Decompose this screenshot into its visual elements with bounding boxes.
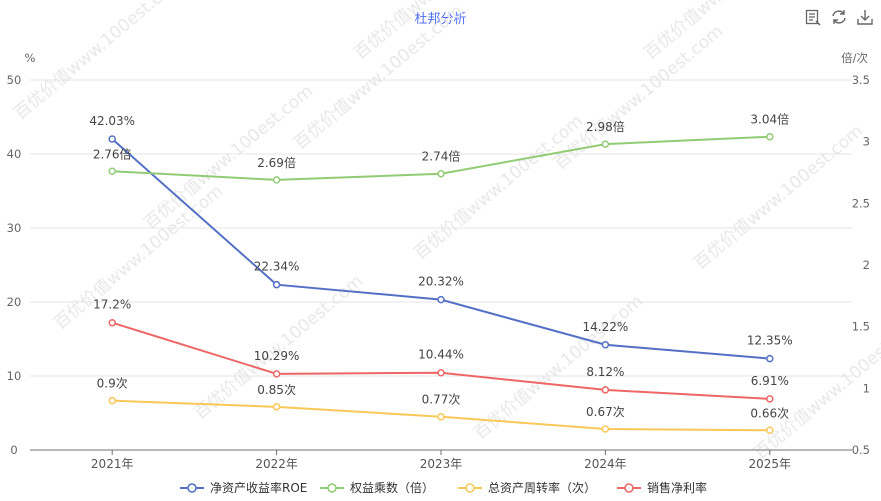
- data-view-icon[interactable]: [804, 8, 822, 26]
- y-left-tick-label: 0: [10, 443, 17, 457]
- data-label: 20.32%: [418, 275, 464, 289]
- x-tick-label: 2024年: [584, 457, 627, 471]
- data-label: 14.22%: [583, 320, 629, 334]
- data-point[interactable]: [108, 135, 116, 143]
- data-label: 6.91%: [751, 374, 789, 388]
- legend: 净资产收益率ROE 权益乘数（倍） 总资产周转率（次） 销售净利率: [180, 480, 707, 495]
- watermark-text: 百优价值www.100est.com: [190, 271, 367, 424]
- data-labels: 42.03% 22.34% 20.32% 14.22% 12.35% 2.76倍 2.69倍…: [89, 112, 792, 421]
- y-left-unit: %: [25, 51, 36, 65]
- y-right-tick-label: 2.5: [852, 196, 870, 210]
- data-point[interactable]: [437, 368, 445, 377]
- data-point[interactable]: [437, 169, 445, 178]
- legend-item[interactable]: 权益乘数（倍）: [320, 480, 434, 495]
- watermark-text: 百优价值www.100est.com: [410, 111, 587, 264]
- download-icon[interactable]: [856, 8, 874, 26]
- data-label: 8.12%: [586, 365, 624, 379]
- watermark-text: 百优价值www.100est.com: [10, 0, 187, 124]
- data-point[interactable]: [766, 426, 774, 435]
- y-left-tick-label: 30: [7, 221, 22, 235]
- y-right-tick-label: 3.5: [852, 73, 870, 87]
- data-label: 17.2%: [93, 298, 131, 312]
- data-point[interactable]: [601, 386, 610, 394]
- data-point[interactable]: [272, 370, 281, 378]
- data-point[interactable]: [766, 354, 774, 363]
- watermark-text: 百优价值www.100est.com: [640, 0, 817, 64]
- data-point[interactable]: [766, 395, 774, 403]
- y-right-tick-label: 1: [863, 381, 870, 395]
- data-label: 2.76倍: [93, 146, 132, 161]
- data-label: 3.04倍: [750, 112, 789, 127]
- legend-item[interactable]: 净资产收益率ROE: [180, 480, 307, 495]
- data-point[interactable]: [108, 167, 116, 176]
- data-label: 10.29%: [254, 349, 300, 363]
- data-point[interactable]: [766, 132, 774, 141]
- y-right-unit: 倍/次: [841, 51, 868, 65]
- data-label: 12.35%: [747, 334, 793, 348]
- data-point[interactable]: [272, 280, 281, 289]
- x-tick-label: 2025年: [749, 457, 792, 471]
- watermark-text: 百优价值www.100est.com: [50, 181, 227, 334]
- data-label: 42.03%: [89, 114, 135, 128]
- legend-label: 销售净利率: [647, 480, 707, 495]
- chart-title: 杜邦分析: [414, 12, 467, 27]
- axes: 0 10 20 30 40 50 0.5 1 1.5 2 2.5 3 3.5% 倍/次 2021年 2022年…: [7, 51, 870, 471]
- legend-marker: [327, 483, 337, 493]
- data-label: 2.98倍: [586, 119, 625, 134]
- y-left-tick-label: 40: [7, 147, 22, 161]
- grid-lines: [30, 79, 852, 377]
- data-point[interactable]: [272, 403, 281, 411]
- data-label: 0.85次: [257, 383, 296, 397]
- data-point[interactable]: [601, 140, 610, 148]
- y-right-tick-label: 0.5: [852, 443, 870, 457]
- y-right-tick-label: 1.5: [852, 320, 870, 334]
- x-tick-label: 2023年: [420, 457, 463, 471]
- data-label: 0.9次: [97, 377, 128, 391]
- y-right-tick-label: 2: [863, 258, 870, 272]
- y-left-tick-label: 20: [7, 295, 22, 309]
- series-lines: [108, 132, 774, 435]
- x-tick-label: 2022年: [255, 457, 298, 471]
- data-label: 0.77次: [422, 393, 461, 407]
- y-right-tick-label: 3: [863, 135, 870, 149]
- legend-item[interactable]: 销售净利率: [617, 480, 707, 495]
- x-tick-label: 2021年: [91, 457, 134, 471]
- legend-item[interactable]: 总资产周转率（次）: [458, 480, 596, 495]
- restore-icon[interactable]: [830, 8, 848, 26]
- data-point[interactable]: [272, 176, 281, 184]
- data-point[interactable]: [108, 318, 116, 327]
- watermark-text: 百优价值www.100est.com: [550, 21, 727, 174]
- legend-marker: [465, 483, 475, 493]
- data-label: 2.74倍: [422, 149, 461, 164]
- data-label: 10.44%: [418, 348, 464, 362]
- data-point[interactable]: [437, 412, 445, 421]
- y-left-tick-label: 50: [7, 73, 22, 87]
- data-point[interactable]: [108, 396, 116, 405]
- data-label: 0.66次: [750, 406, 789, 420]
- data-point[interactable]: [601, 341, 610, 349]
- legend-label: 权益乘数（倍）: [350, 480, 434, 495]
- data-point[interactable]: [437, 295, 445, 304]
- legend-label: 总资产周转率（次）: [488, 480, 596, 495]
- data-label: 0.67次: [586, 405, 625, 419]
- data-label: 2.69倍: [257, 155, 296, 170]
- data-point[interactable]: [601, 425, 610, 433]
- y-left-tick-label: 10: [7, 369, 22, 383]
- data-label: 22.34%: [254, 260, 300, 274]
- legend-marker: [624, 483, 634, 493]
- legend-marker: [187, 483, 197, 493]
- legend-label: 净资产收益率ROE: [210, 480, 307, 495]
- watermark-text: 百优价值www.100est.com: [690, 121, 867, 274]
